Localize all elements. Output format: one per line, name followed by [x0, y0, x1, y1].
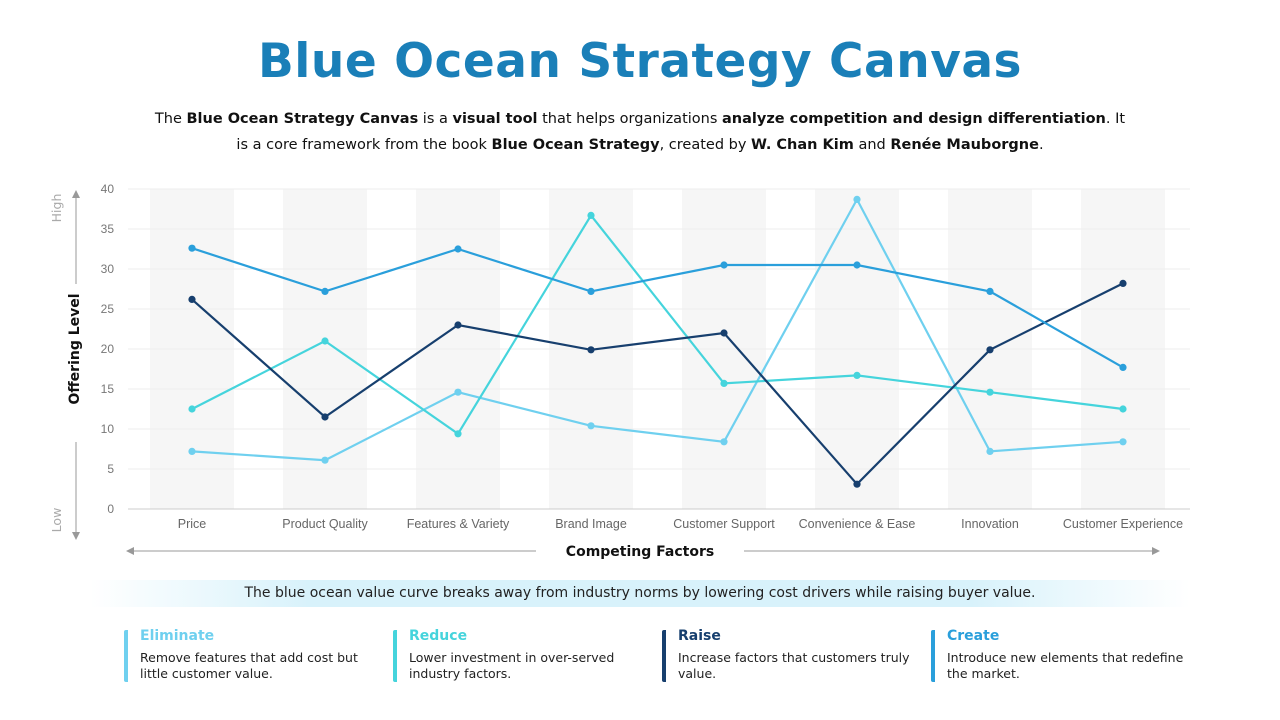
y-tick-label: 0 — [107, 502, 114, 516]
data-point — [853, 195, 861, 203]
data-point — [587, 346, 595, 354]
data-point — [853, 480, 861, 488]
card-title: Reduce — [409, 628, 468, 644]
data-point — [321, 456, 329, 464]
data-point — [986, 287, 994, 295]
data-point — [1119, 363, 1127, 371]
data-point — [587, 287, 595, 295]
x-tick-label: Customer Experience — [1063, 517, 1183, 531]
data-point — [321, 337, 329, 345]
series-line — [191, 197, 1124, 462]
card-create: Create Introduce new elements that redefi… — [931, 628, 1187, 682]
data-point — [454, 430, 462, 438]
y-tick-label: 40 — [101, 182, 115, 196]
page-title: Blue Ocean Strategy Canvas — [257, 34, 1023, 89]
y-tick-label: 30 — [101, 262, 115, 276]
y-tick-label: 20 — [101, 342, 115, 356]
data-point — [986, 346, 994, 354]
data-point — [587, 422, 595, 430]
data-point — [1119, 438, 1127, 446]
data-point — [188, 244, 196, 252]
data-point — [986, 388, 994, 396]
series-line — [191, 247, 1124, 369]
x-axis-label: Competing Factors — [566, 544, 714, 560]
x-tick-label: Features & Variety — [407, 517, 510, 531]
card-description: Lower investment in over-served industry… — [409, 650, 615, 681]
arrow-head-icon — [72, 532, 80, 540]
strategy-canvas-chart: 0 5 10 15 20 25 30 35 40 Price Product Quality Feat… — [49, 182, 1190, 560]
x-tick-label: Convenience & Ease — [799, 517, 916, 531]
card-description: Increase factors that customers truly va… — [678, 650, 910, 681]
data-point — [587, 211, 595, 219]
data-point — [720, 379, 728, 387]
card-title: Eliminate — [140, 628, 215, 644]
data-point — [321, 413, 329, 421]
y-tick-label: 10 — [101, 422, 115, 436]
data-point — [720, 261, 728, 269]
data-point — [986, 447, 994, 455]
y-low-label: Low — [49, 508, 64, 533]
y-axis-label: Offering Level — [67, 293, 83, 404]
data-point — [454, 245, 462, 253]
card-description: Remove features that add cost but little… — [140, 650, 358, 681]
card-reduce: Reduce Lower investment in over-served in… — [393, 628, 649, 682]
series-line — [191, 213, 1124, 436]
intro-text: The Blue Ocean Strategy Canvas is a visu… — [154, 111, 1126, 153]
card-eliminate: Eliminate Remove features that add cost b… — [124, 628, 380, 682]
card-raise: Raise Increase factors that customers tru… — [662, 628, 918, 682]
y-tick-label: 15 — [101, 382, 115, 396]
card-description: Introduce new elements that redefine the… — [947, 650, 1184, 681]
data-point — [188, 295, 196, 303]
y-tick-label: 35 — [101, 222, 115, 236]
y-high-label: High — [49, 194, 64, 223]
card-title: Raise — [678, 628, 721, 644]
x-tick-label: Product Quality — [282, 517, 368, 531]
data-point — [853, 371, 861, 379]
x-tick-label: Innovation — [961, 517, 1019, 531]
series-line — [191, 282, 1124, 486]
data-point — [188, 405, 196, 413]
data-point — [454, 321, 462, 329]
y-tick-label: 25 — [101, 302, 115, 316]
arrow-head-icon — [1152, 547, 1160, 555]
arrow-head-icon — [72, 190, 80, 198]
data-point — [1119, 405, 1127, 413]
summary-banner: The blue ocean value curve breaks away f… — [90, 580, 1190, 607]
x-tick-label: Brand Image — [555, 517, 627, 531]
y-tick-label: 5 — [107, 462, 114, 476]
data-point — [1119, 279, 1127, 287]
data-point — [454, 388, 462, 396]
data-point — [321, 287, 329, 295]
x-tick-label: Customer Support — [673, 517, 775, 531]
data-point — [188, 447, 196, 455]
arrow-head-icon — [126, 547, 134, 555]
x-tick-label: Price — [178, 517, 207, 531]
data-point — [853, 261, 861, 269]
card-title: Create — [947, 628, 1000, 644]
data-point — [720, 438, 728, 446]
data-point — [720, 329, 728, 337]
